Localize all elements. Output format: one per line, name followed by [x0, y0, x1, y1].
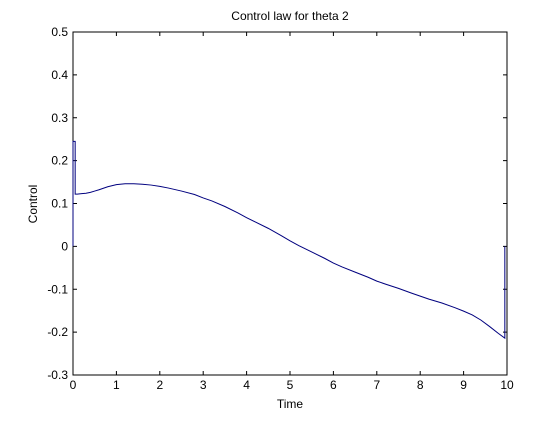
plot-frame: [72, 31, 508, 376]
y-tick-label: 0: [61, 239, 68, 253]
y-tick-label: 0.1: [51, 197, 68, 211]
y-tick-label: 0.2: [51, 154, 68, 168]
series-line-1: [72, 140, 506, 340]
x-tick-label: 2: [156, 378, 163, 392]
x-tick-label: 9: [460, 378, 467, 392]
y-axis-label: Control: [26, 185, 40, 224]
y-tick-label: -0.1: [47, 282, 68, 296]
y-tick-label: 0.3: [51, 111, 68, 125]
x-tick-label: 0: [70, 378, 77, 392]
chart-title: Control law for theta 2: [231, 9, 349, 23]
x-tick-label: 4: [243, 378, 250, 392]
x-axis-label: Time: [277, 397, 304, 411]
y-tick-label: 0.5: [51, 25, 68, 39]
series-layer: [72, 140, 506, 340]
y-tick-label: 0.4: [51, 68, 68, 82]
y-tick-label: -0.3: [47, 368, 68, 382]
x-tick-label: 1: [113, 378, 120, 392]
x-tick-label: 5: [287, 378, 294, 392]
axes-layer: 0 1 2 3 4 5 6 7 8 9 10 -0.3 -0.2 -0.1 0 0.1 0.2 0.3 0.4 0.5: [47, 25, 514, 392]
x-tick-label: 7: [373, 378, 380, 392]
x-tick-label: 8: [417, 378, 424, 392]
x-tick-label: 6: [330, 378, 337, 392]
y-tick-label: -0.2: [47, 325, 68, 339]
x-tick-label: 10: [500, 378, 514, 392]
x-tick-label: 3: [200, 378, 207, 392]
